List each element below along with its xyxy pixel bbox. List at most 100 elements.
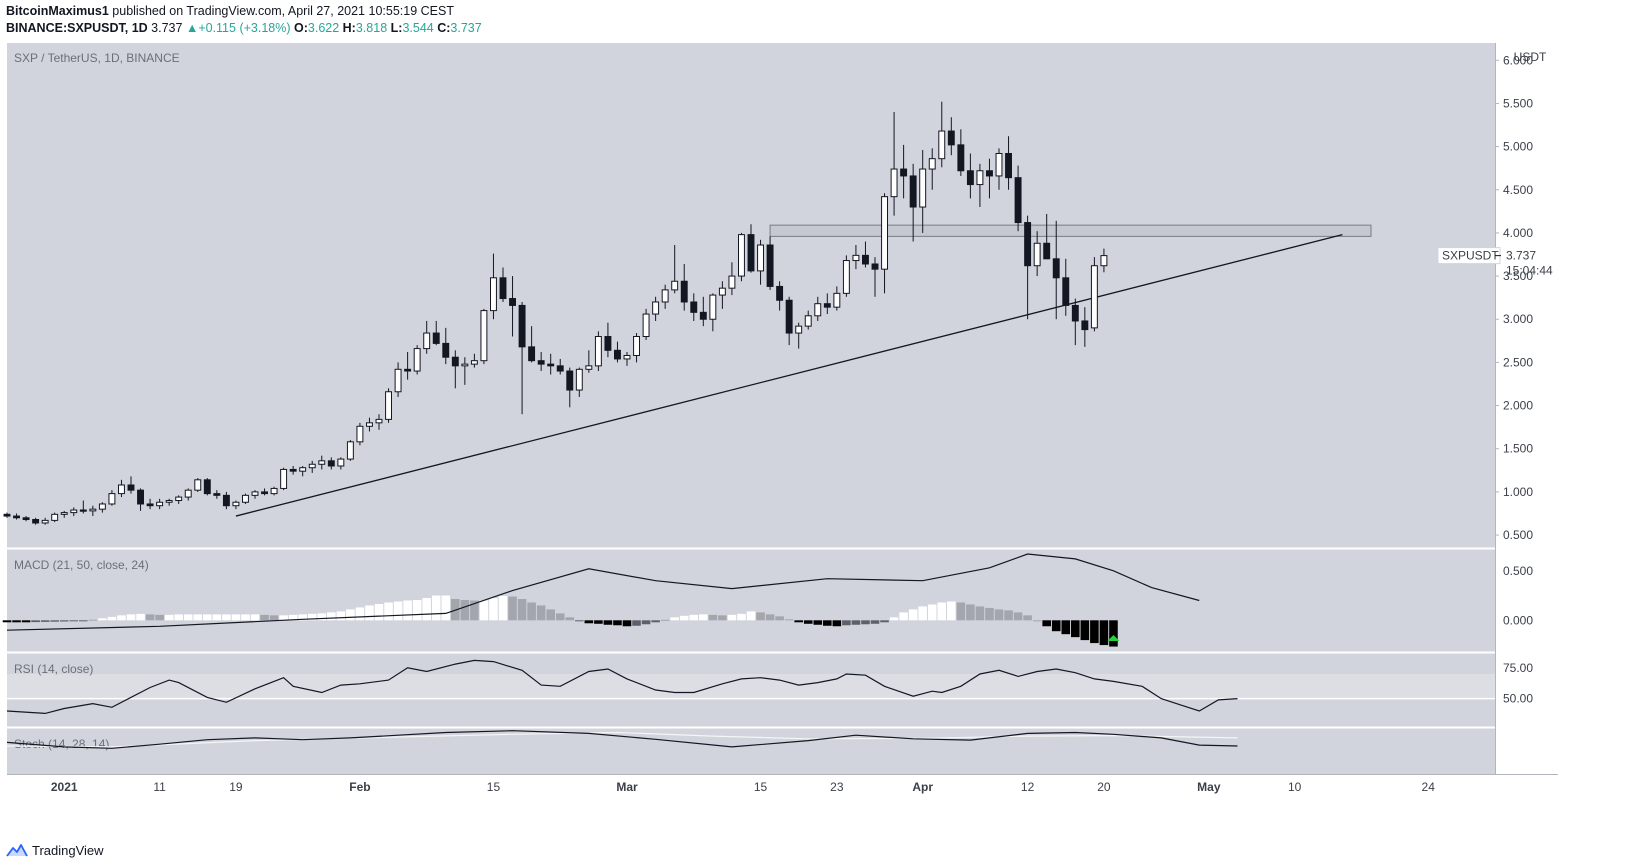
candle <box>881 193 888 294</box>
macd-histogram-bar <box>594 620 603 624</box>
bullish-candle-body <box>709 294 717 320</box>
bullish-candle-body <box>280 468 288 489</box>
macd-histogram-bar <box>422 598 431 621</box>
time-tick-label: 24 <box>1422 780 1436 794</box>
tradingview-logo-icon <box>6 844 28 857</box>
macd-histogram-bar <box>536 605 546 621</box>
bullish-candle-body <box>385 391 392 420</box>
bearish-candle-body <box>137 489 144 505</box>
macd-histogram-bar <box>1051 620 1061 632</box>
candle <box>871 257 879 297</box>
macd-histogram-bar <box>241 614 250 621</box>
candle <box>785 296 793 346</box>
bearish-candle-body <box>699 311 707 320</box>
candle <box>757 239 764 285</box>
bullish-candle-body <box>671 280 679 291</box>
bullish-candle-body <box>346 441 354 460</box>
bearish-candle-body <box>1052 258 1060 279</box>
rsi-tick-label: 50.00 <box>1503 692 1533 706</box>
macd-histogram-bar <box>59 620 69 622</box>
macd-histogram-bar <box>164 614 174 621</box>
macd-histogram-bar <box>2 620 12 623</box>
bullish-candle-body <box>51 513 59 521</box>
macd-histogram-bar <box>832 620 842 627</box>
bullish-candle-body <box>890 168 898 198</box>
rsi-line <box>6 659 1238 715</box>
bullish-candle-body <box>642 313 650 338</box>
macd-histogram-bar <box>784 619 794 621</box>
macd-histogram-bar <box>641 620 651 625</box>
macd-histogram-bar <box>126 614 136 621</box>
price-tick-label: 1.000 <box>1503 485 1533 499</box>
bearish-candle-body <box>537 360 545 365</box>
bullish-candle-body <box>718 287 726 296</box>
bullish-candle-body <box>41 519 49 524</box>
bullish-candle-body <box>70 509 78 514</box>
macd-histogram-bar <box>279 615 288 621</box>
price-change: +0.115 (+3.18%) <box>198 21 291 35</box>
bearish-candle-body <box>442 342 450 358</box>
macd-histogram-bar <box>1032 620 1042 622</box>
bullish-candle-body <box>470 360 478 365</box>
bearish-candle-body <box>451 356 459 367</box>
candle <box>356 422 364 446</box>
macd-histogram-bar <box>727 614 737 621</box>
macd-histogram-bar <box>288 614 298 621</box>
bullish-candle-body <box>795 325 803 334</box>
bullish-candle-body <box>232 501 240 507</box>
footer[interactable]: TradingView <box>6 842 104 858</box>
candle <box>432 320 440 346</box>
author-name[interactable]: BitcoinMaximus1 <box>6 4 109 18</box>
bearish-candle-body <box>432 332 440 344</box>
macd-histogram-bar <box>985 607 994 621</box>
candle <box>346 440 354 461</box>
bullish-candle-body <box>738 234 745 277</box>
macd-histogram-bar <box>441 595 451 621</box>
macd-pane-title: MACD (21, 50, close, 24) <box>14 558 149 572</box>
candle <box>633 333 640 363</box>
macd-histogram-bar <box>546 609 555 621</box>
bullish-candle-body <box>175 496 183 502</box>
plot-area <box>7 43 1495 774</box>
candle <box>232 500 240 510</box>
candle <box>709 293 717 332</box>
bullish-candle-body <box>661 289 669 303</box>
bullish-candle-body <box>480 310 488 362</box>
macd-histogram-bar <box>269 615 279 621</box>
bullish-candle-body <box>995 152 1003 177</box>
candle <box>842 255 850 297</box>
bearish-candle-body <box>747 234 755 272</box>
candle <box>642 308 650 340</box>
bullish-candle-body <box>938 130 946 160</box>
macd-histogram-bar <box>737 613 746 621</box>
candle <box>308 460 316 473</box>
bearish-candle-body <box>32 519 40 524</box>
bullish-candle-body <box>1090 265 1098 329</box>
candle <box>976 163 984 208</box>
bullish-candle-body <box>299 467 307 472</box>
macd-histogram-bar <box>107 616 117 621</box>
candle <box>1005 136 1012 190</box>
macd-histogram-bar <box>260 614 269 621</box>
bearish-candle-body <box>203 479 211 495</box>
bullish-candle-body <box>413 348 421 372</box>
candle <box>909 163 917 242</box>
candle <box>98 502 106 513</box>
candle <box>375 414 383 430</box>
time-tick-label: Apr <box>912 780 933 794</box>
time-axis <box>7 774 1495 800</box>
candle <box>537 352 545 372</box>
macd-histogram-bar <box>298 614 307 621</box>
macd-histogram-bar <box>384 602 393 621</box>
candle <box>671 245 679 294</box>
macd-histogram-bar <box>1023 615 1032 621</box>
time-tick-label: 19 <box>229 780 243 794</box>
candle <box>404 352 412 380</box>
bearish-candle-body <box>604 336 612 351</box>
macd-histogram-bar <box>431 595 441 621</box>
candle <box>146 498 154 510</box>
candle <box>327 457 335 470</box>
candle <box>1033 231 1041 277</box>
stoch-k-line <box>6 730 1238 749</box>
